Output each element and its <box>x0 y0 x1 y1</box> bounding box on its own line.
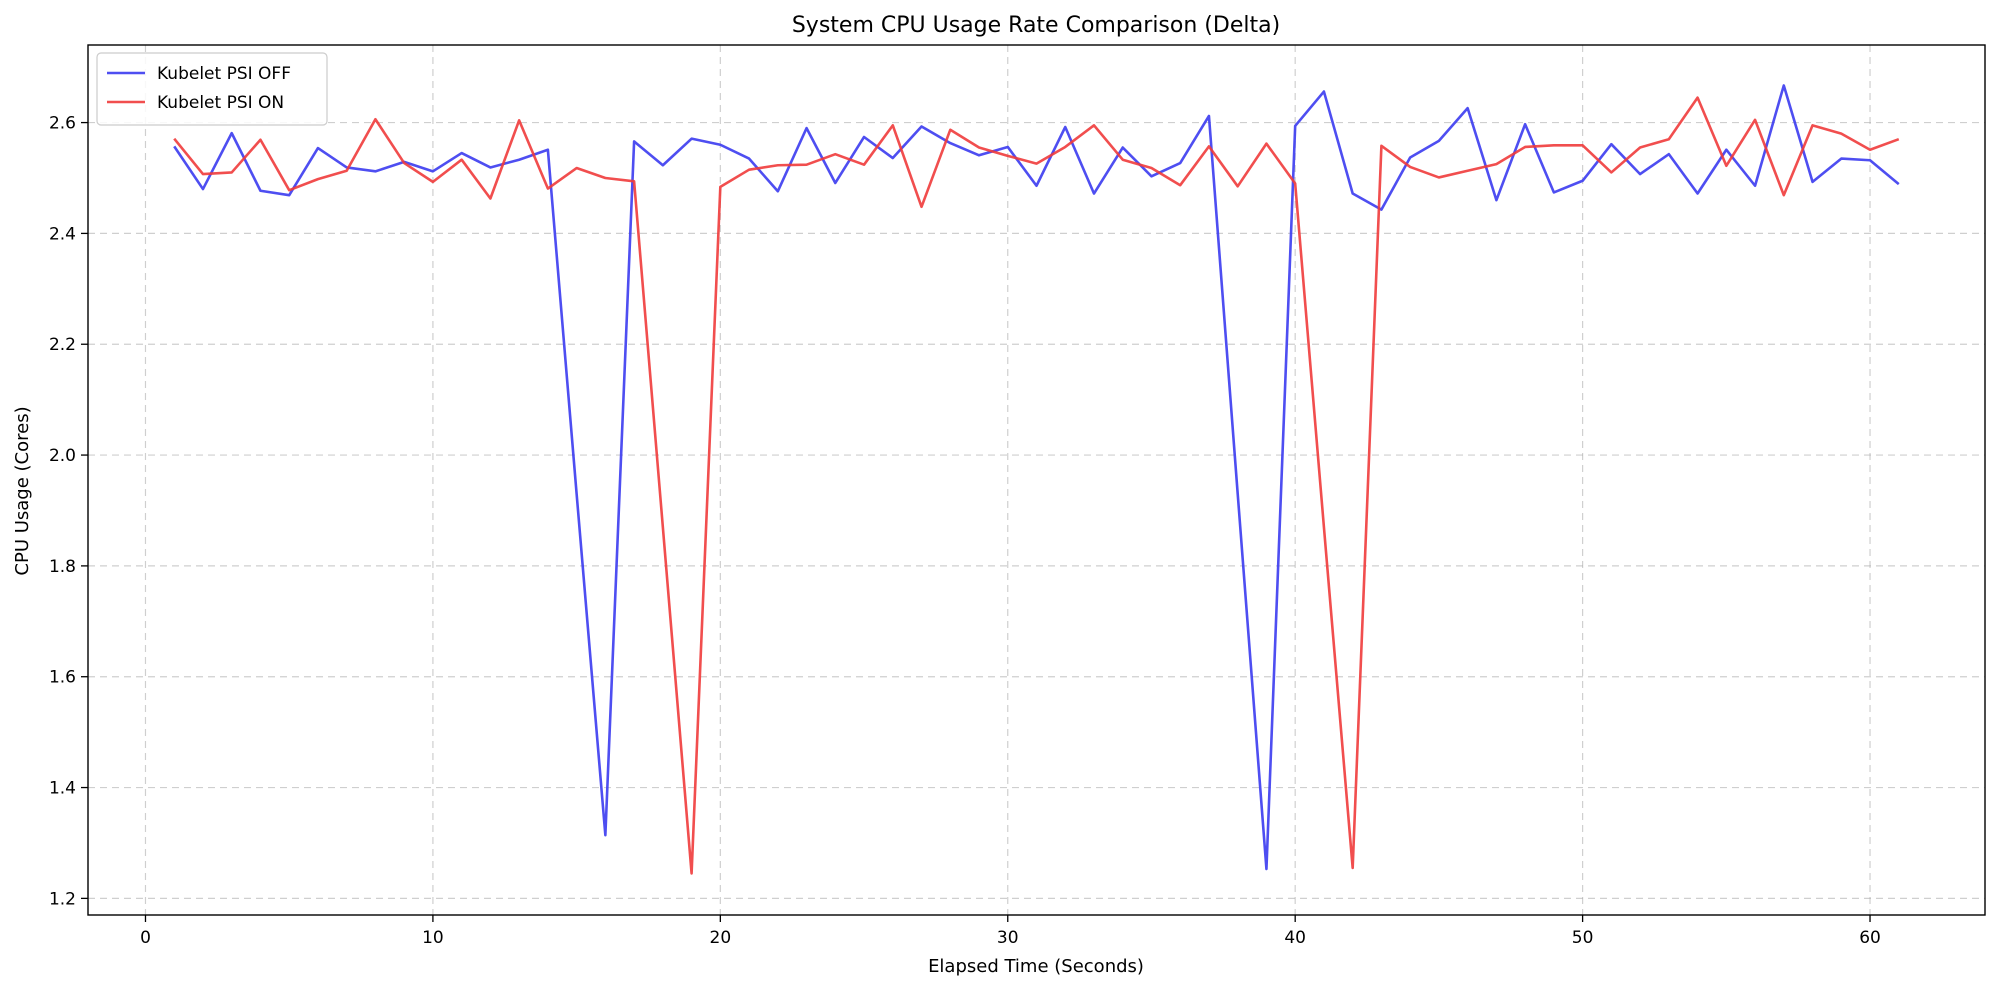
y-tick-label: 2.2 <box>49 335 76 355</box>
x-axis: 0 10 20 30 40 50 60 <box>140 915 1881 948</box>
y-tick-label: 1.4 <box>49 779 76 799</box>
y-tick-label: 1.6 <box>49 668 76 688</box>
series-line-psi-on <box>173 96 1900 875</box>
plot-area-frame <box>87 44 1986 916</box>
y-tick-label: 2.4 <box>49 224 76 244</box>
grid <box>88 45 1985 915</box>
x-tick-label: 40 <box>1284 928 1306 948</box>
legend-box <box>96 52 328 126</box>
y-axis: 1.2 1.4 1.6 1.8 2.0 2.2 2.4 2.6 <box>49 114 88 909</box>
y-tick-label: 1.2 <box>49 889 76 909</box>
legend-label: Kubelet PSI ON <box>157 93 284 113</box>
x-tick-label: 10 <box>422 928 444 948</box>
y-tick-label: 2.6 <box>49 114 76 134</box>
x-tick-label: 0 <box>140 928 151 948</box>
legend-label: Kubelet PSI OFF <box>157 64 291 84</box>
series-line-psi-off <box>173 84 1900 871</box>
x-tick-label: 30 <box>997 928 1019 948</box>
y-axis-label: CPU Usage (Cores) <box>12 406 33 575</box>
x-tick-label: 50 <box>1572 928 1594 948</box>
series-layer <box>173 84 1900 875</box>
x-axis-label: Elapsed Time (Seconds) <box>928 956 1144 977</box>
chart-title: System CPU Usage Rate Comparison (Delta) <box>792 13 1280 38</box>
x-tick-label: 60 <box>1859 928 1881 948</box>
x-tick-label: 20 <box>710 928 732 948</box>
y-tick-label: 2.0 <box>49 446 76 466</box>
y-tick-label: 1.8 <box>49 557 76 577</box>
legend: Kubelet PSI OFF Kubelet PSI ON <box>96 52 328 126</box>
